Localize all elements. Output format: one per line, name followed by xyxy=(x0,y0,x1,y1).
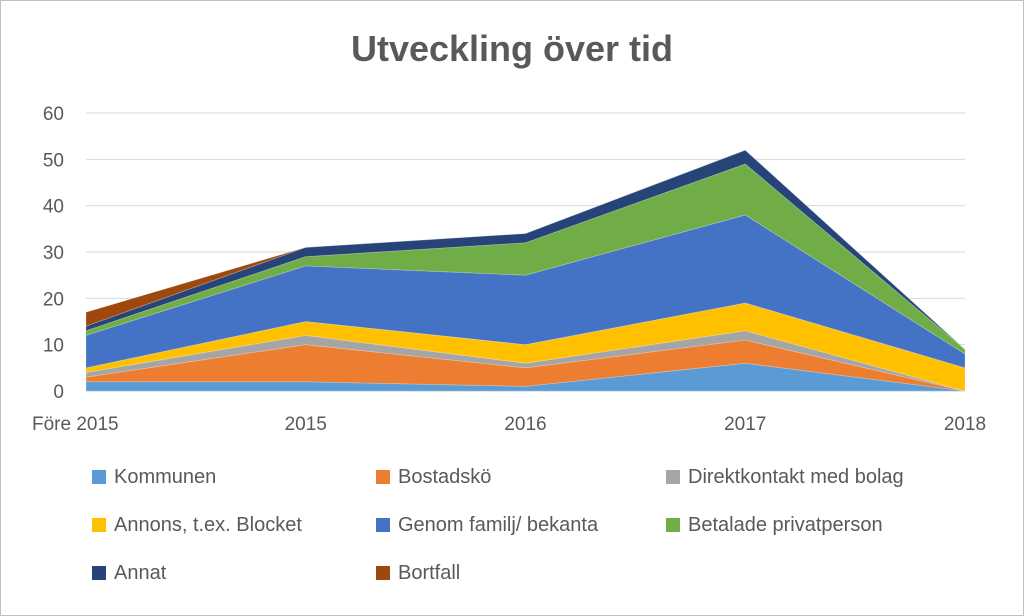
x-tick-label: 2018 xyxy=(944,414,986,435)
legend-swatch xyxy=(376,470,390,484)
legend-item: Betalade privatperson xyxy=(666,510,883,540)
legend-item: Bostadskö xyxy=(376,462,491,492)
legend-item: Bortfall xyxy=(376,558,460,588)
x-tick-label: 2015 xyxy=(285,414,327,435)
y-tick-label: 10 xyxy=(43,336,64,357)
legend-label: Annat xyxy=(114,561,167,584)
area-series xyxy=(85,302,966,392)
legend-label: Direktkontakt med bolag xyxy=(688,465,904,488)
y-tick-label: 40 xyxy=(43,197,64,218)
legend-swatch xyxy=(376,566,390,580)
legend-label: Bostadskö xyxy=(398,465,492,488)
area-series xyxy=(85,214,966,369)
legend-swatch xyxy=(666,470,680,484)
legend-label: Kommunen xyxy=(114,465,217,488)
y-tick-label: 20 xyxy=(43,289,64,310)
legend-item: Annat xyxy=(92,558,166,588)
y-tick-label: 30 xyxy=(43,243,64,264)
area-series xyxy=(85,149,966,350)
chart-title: Utveckling över tid xyxy=(350,28,674,69)
legend-item: Annons, t.ex. Blocket xyxy=(92,510,302,540)
area-series xyxy=(85,149,966,350)
legend-swatch xyxy=(376,518,390,532)
y-tick-label: 50 xyxy=(43,150,64,171)
y-tick-label: 60 xyxy=(43,104,64,125)
legend-swatch xyxy=(92,518,106,532)
legend-item: Genom familj/ bekanta xyxy=(376,510,598,540)
legend-swatch xyxy=(92,470,106,484)
legend-label: Annons, t.ex. Blocket xyxy=(114,513,302,536)
legend-swatch xyxy=(666,518,680,532)
legend-label: Bortfall xyxy=(398,561,461,584)
y-tick-label: 0 xyxy=(53,382,64,403)
legend-item: Kommunen xyxy=(92,462,216,492)
legend-label: Betalade privatperson xyxy=(688,513,883,536)
legend-label: Genom familj/ bekanta xyxy=(398,513,599,536)
legend-item: Direktkontakt med bolag xyxy=(666,462,904,492)
x-tick-label: 2016 xyxy=(504,414,546,435)
x-tick-label: 2017 xyxy=(724,414,766,435)
x-tick-label: Före 2015 xyxy=(32,414,119,435)
legend-swatch xyxy=(92,566,106,580)
